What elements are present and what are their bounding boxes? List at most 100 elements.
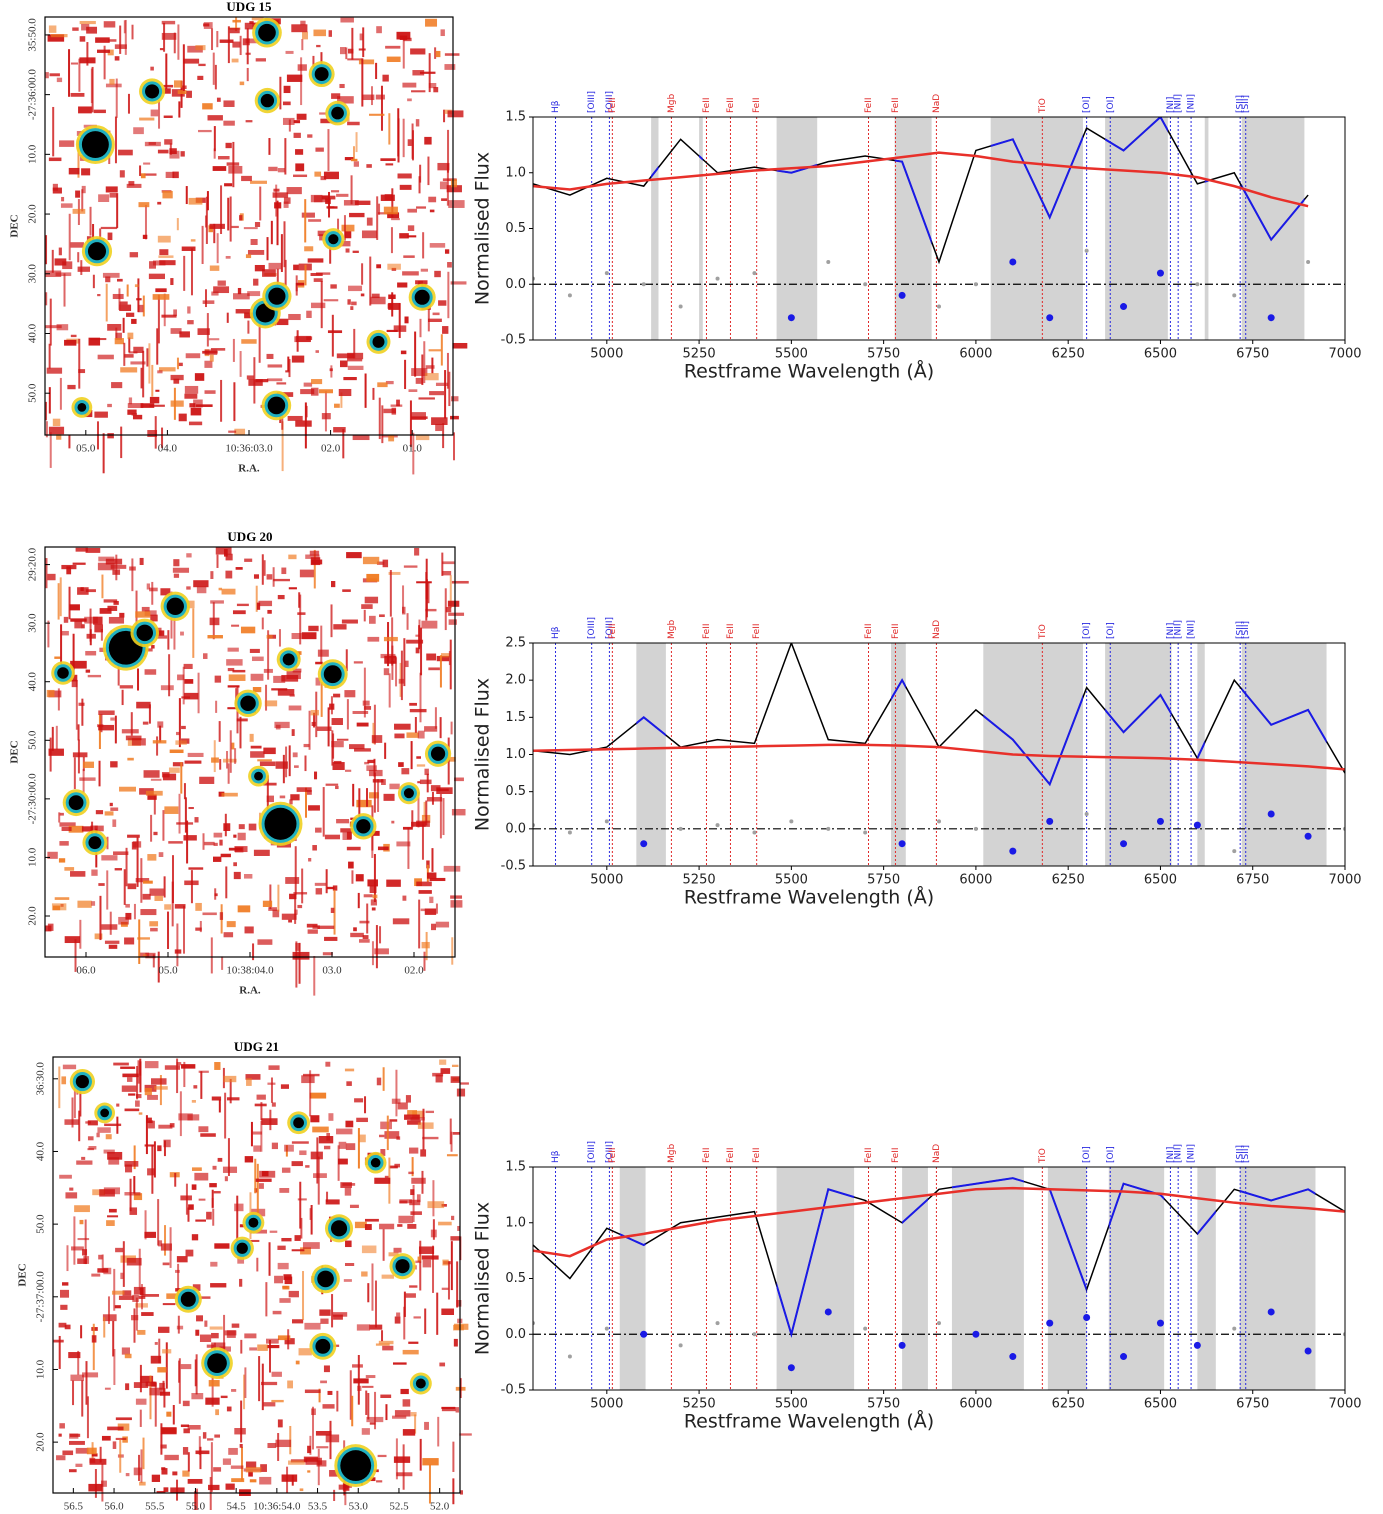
source-core: [81, 131, 109, 159]
image-texture: [102, 272, 120, 278]
image-texture: [195, 1329, 200, 1336]
image-texture: [257, 939, 273, 945]
image-texture: [149, 921, 159, 927]
image-texture: [209, 223, 225, 229]
image-texture: [131, 841, 137, 850]
image-texture: [227, 667, 235, 672]
image-texture: [74, 620, 83, 629]
image-x-tick-label: 02.0: [321, 443, 341, 455]
image-texture: [394, 1316, 401, 1324]
image-texture: [206, 1211, 212, 1220]
image-texture: [309, 1092, 327, 1099]
image-texture: [371, 1263, 374, 1311]
image-texture: [188, 806, 194, 810]
x-tick-label: 6750: [1236, 347, 1269, 362]
line-marker-label: FeII: [608, 1147, 618, 1163]
line-marker-label: FeII: [891, 623, 901, 639]
image-texture: [173, 573, 180, 578]
image-texture: [229, 1078, 232, 1104]
image-texture: [276, 200, 279, 246]
image-texture: [405, 1095, 411, 1103]
image-texture: [140, 1449, 143, 1483]
image-texture: [312, 1126, 329, 1133]
image-texture: [164, 1065, 181, 1070]
image-texture: [265, 1338, 279, 1344]
image-ylabel: DEC: [17, 1263, 29, 1286]
image-texture: [320, 625, 323, 664]
image-texture: [86, 1396, 89, 1439]
image-texture: [257, 759, 272, 762]
image-texture: [435, 903, 438, 914]
image-texture: [302, 31, 308, 40]
image-texture: [319, 112, 326, 115]
image-texture: [282, 101, 291, 106]
image-texture: [283, 197, 291, 204]
image-texture: [178, 793, 181, 834]
image-texture: [255, 1178, 272, 1182]
image-texture: [227, 685, 240, 688]
image-texture: [424, 768, 429, 776]
image-texture: [452, 1478, 455, 1505]
image-texture: [80, 1325, 83, 1339]
image-texture: [424, 136, 432, 145]
image-texture: [419, 164, 422, 183]
image-texture: [162, 1262, 170, 1266]
image-texture: [112, 819, 117, 827]
image-texture: [245, 1074, 261, 1080]
image-texture: [304, 264, 307, 286]
image-texture: [45, 325, 62, 329]
image-texture: [202, 833, 205, 850]
image-texture: [331, 581, 336, 588]
image-texture: [162, 190, 173, 199]
image-texture: [187, 1425, 201, 1430]
image-texture: [440, 29, 445, 37]
image-texture: [385, 45, 401, 49]
image-texture: [388, 1252, 399, 1257]
image-texture: [96, 724, 104, 728]
image-texture: [185, 1183, 188, 1215]
image-texture: [246, 67, 249, 82]
image-texture: [277, 1335, 291, 1341]
image-texture: [375, 94, 385, 100]
image-texture: [94, 624, 104, 633]
image-texture: [392, 918, 410, 925]
image-texture: [122, 1241, 125, 1287]
fit-line: [533, 1186, 1345, 1258]
line-marker-label: NaD: [932, 1144, 942, 1163]
image-texture: [224, 1176, 228, 1182]
image-texture: [308, 625, 319, 632]
residual-point: [973, 282, 978, 287]
image-texture: [183, 835, 197, 841]
image-texture: [316, 1137, 319, 1184]
image-texture: [358, 59, 375, 65]
image-texture: [304, 199, 307, 243]
image-texture: [190, 870, 193, 904]
image-texture: [200, 1071, 203, 1099]
image-texture: [397, 173, 412, 179]
image-texture: [439, 717, 442, 739]
image-texture: [92, 223, 95, 244]
image-texture: [344, 231, 352, 239]
image-texture: [159, 260, 176, 266]
image-texture: [391, 188, 394, 218]
image-texture: [248, 379, 263, 386]
image-texture: [447, 129, 450, 173]
image-texture: [227, 763, 230, 784]
image-texture: [121, 689, 124, 706]
masked-region: [1108, 1167, 1165, 1390]
image-texture: [315, 350, 319, 353]
image-texture: [412, 70, 425, 76]
image-texture: [273, 578, 290, 582]
image-texture: [106, 836, 109, 850]
image-texture: [209, 265, 220, 271]
residual-point: [567, 830, 572, 835]
residual-point: [1046, 817, 1054, 825]
image-texture: [178, 1113, 193, 1121]
image-texture: [342, 589, 351, 592]
image-texture: [335, 785, 339, 790]
image-texture: [225, 570, 233, 579]
image-texture: [237, 1256, 245, 1264]
image-texture: [448, 612, 465, 616]
image-texture: [243, 1374, 246, 1410]
image-texture: [91, 869, 98, 876]
